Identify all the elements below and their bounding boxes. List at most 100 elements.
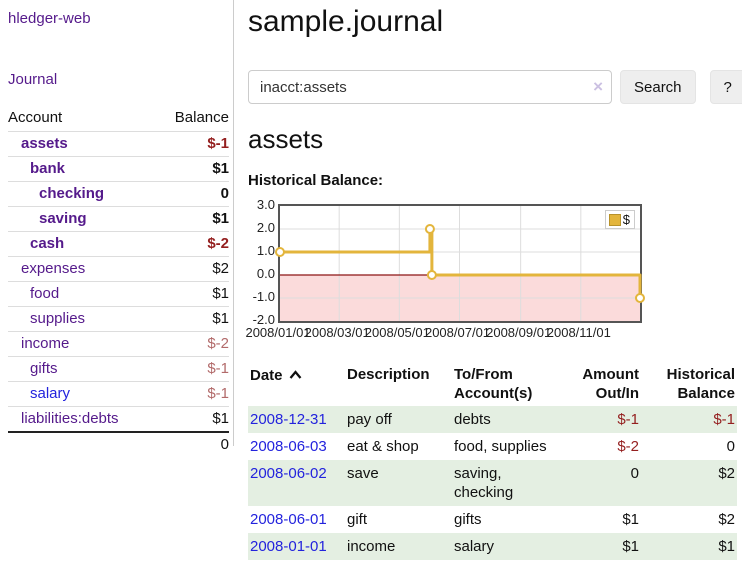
txn-date-link[interactable]: 2008-01-01 <box>250 538 327 555</box>
account-balance: $1 <box>156 156 229 182</box>
account-balance: $2 <box>156 256 229 282</box>
table-row: 2008-12-31 pay off debts $-1 $-1 <box>248 406 737 433</box>
accounts-header-balance: Balance <box>174 109 229 126</box>
account-link-salary[interactable]: salary <box>30 385 71 402</box>
account-balance: $1 <box>156 281 229 307</box>
account-link-bank[interactable]: bank <box>30 160 66 177</box>
txn-tofrom: debts <box>454 411 491 428</box>
txn-tofrom: saving, checking <box>454 465 514 501</box>
txn-date-link[interactable]: 2008-06-02 <box>250 465 327 482</box>
txn-balance: $2 <box>718 465 735 482</box>
account-link-supplies[interactable]: supplies <box>30 310 86 327</box>
txn-balance: $-1 <box>713 411 735 428</box>
table-row: 2008-06-01 gift gifts $1 $2 <box>248 506 737 533</box>
account-balance: $-1 <box>156 381 229 407</box>
y-axis-tick: 2.0 <box>256 220 275 235</box>
register-header-description: Description <box>347 366 430 383</box>
chart-y-axis: 3.0 2.0 1.0 0.0 -1.0 -2.0 <box>248 197 278 327</box>
y-axis-tick: 1.0 <box>256 243 275 258</box>
account-link-gifts[interactable]: gifts <box>30 360 58 377</box>
sidebar-item-journal[interactable]: Journal <box>8 71 58 88</box>
sort-asc-icon <box>289 365 302 384</box>
txn-amount: 0 <box>630 465 639 482</box>
x-axis-tick: 2008/09/01 <box>486 325 552 340</box>
chart-x-axis: 2008/01/01 2008/03/01 2008/05/01 2008/07/01… <box>245 323 642 341</box>
y-axis-tick: -1.0 <box>252 289 275 304</box>
account-link-assets[interactable]: assets <box>21 135 68 152</box>
account-row: supplies $1 <box>8 306 229 332</box>
txn-date-link[interactable]: 2008-12-31 <box>250 411 327 428</box>
account-balance: $1 <box>156 406 229 432</box>
register-header-row: Date Description To/From Account(s) Amou… <box>248 362 737 406</box>
account-link-liabilities-debts[interactable]: liabilities:debts <box>21 410 119 427</box>
register-table: Date Description To/From Account(s) Amou… <box>248 362 737 560</box>
x-axis-tick: 2008/03/01 <box>304 325 370 340</box>
search-row: × Search ? <box>248 70 742 104</box>
table-row: 2008-06-02 save saving, checking 0 $2 <box>248 460 737 506</box>
accounts-header-row: Account Balance <box>8 107 229 132</box>
account-row: food $1 <box>8 281 229 307</box>
account-link-income[interactable]: income <box>21 335 70 352</box>
txn-description: gift <box>347 511 368 528</box>
chart-section-label: Historical Balance: <box>248 172 384 189</box>
chart-legend: $ <box>604 210 635 229</box>
y-axis-tick: 3.0 <box>256 197 275 212</box>
txn-date-link[interactable]: 2008-06-01 <box>250 511 327 528</box>
account-link-cash[interactable]: cash <box>30 235 65 252</box>
account-balance: $-1 <box>156 131 229 157</box>
account-link-saving[interactable]: saving <box>39 210 87 227</box>
accounts-header-account: Account <box>8 109 63 126</box>
x-axis-tick: 2008/05/01 <box>364 325 430 340</box>
page-title: sample.journal <box>248 5 444 38</box>
txn-amount: $-1 <box>617 411 639 428</box>
main-content: sample.journal × Search ? assets Histori… <box>234 0 742 560</box>
txn-date-link[interactable]: 2008-06-03 <box>250 438 327 455</box>
txn-description: save <box>347 465 379 482</box>
table-row: 2008-06-03 eat & shop food, supplies $-2… <box>248 433 737 460</box>
account-row: salary $-1 <box>8 381 229 407</box>
register-header-balance: Historical Balance <box>666 366 735 402</box>
search-field-wrap: × <box>248 70 612 104</box>
account-balance: 0 <box>156 181 229 207</box>
register-header-amount: Amount Out/In <box>582 366 639 402</box>
account-title: assets <box>248 124 324 154</box>
series-label: $ <box>622 212 630 227</box>
search-input[interactable] <box>248 70 612 104</box>
historical-balance-chart: 3.0 2.0 1.0 0.0 -1.0 -2.0 $ 2008/01/01 2008/03… <box>245 197 648 341</box>
txn-balance: $2 <box>718 511 735 528</box>
account-link-food[interactable]: food <box>30 285 60 302</box>
x-axis-tick: 2008/07/01 <box>424 325 491 340</box>
account-row: liabilities:debts $1 <box>8 406 229 432</box>
accounts-total-row: 0 <box>8 431 229 457</box>
account-row: assets $-1 <box>8 131 229 157</box>
txn-balance: $1 <box>718 538 735 555</box>
balance-line-svg <box>275 206 645 321</box>
accounts-total-value: 0 <box>156 431 229 457</box>
account-balance: $1 <box>156 306 229 332</box>
txn-amount: $1 <box>622 511 639 528</box>
table-row: 2008-01-01 income salary $1 $1 <box>248 533 737 560</box>
account-balance: $-1 <box>156 356 229 382</box>
clear-search-icon[interactable]: × <box>593 77 603 96</box>
account-row: gifts $-1 <box>8 356 229 382</box>
account-row: expenses $2 <box>8 256 229 282</box>
accounts-table: Account Balance assets $-1 bank $1 check… <box>8 107 229 457</box>
chart-plot-area: $ <box>275 204 645 323</box>
txn-amount: $-2 <box>617 438 639 455</box>
account-row: income $-2 <box>8 331 229 357</box>
account-link-expenses[interactable]: expenses <box>21 260 86 277</box>
txn-description: income <box>347 538 396 555</box>
y-axis-tick: 0.0 <box>256 266 275 281</box>
search-button[interactable]: Search <box>620 70 696 104</box>
account-balance: $-2 <box>156 331 229 357</box>
sidebar: hledger-web Journal Account Balance asse… <box>0 0 234 457</box>
register-header-date[interactable]: Date <box>248 362 345 406</box>
register-header-tofrom: To/From Account(s) <box>454 366 533 402</box>
account-row: bank $1 <box>8 156 229 182</box>
txn-balance: 0 <box>726 438 735 455</box>
brand-link[interactable]: hledger-web <box>8 10 91 27</box>
help-button[interactable]: ? <box>709 70 742 104</box>
account-link-checking[interactable]: checking <box>39 185 105 202</box>
account-row: saving $1 <box>8 206 229 232</box>
account-balance: $1 <box>156 206 229 232</box>
